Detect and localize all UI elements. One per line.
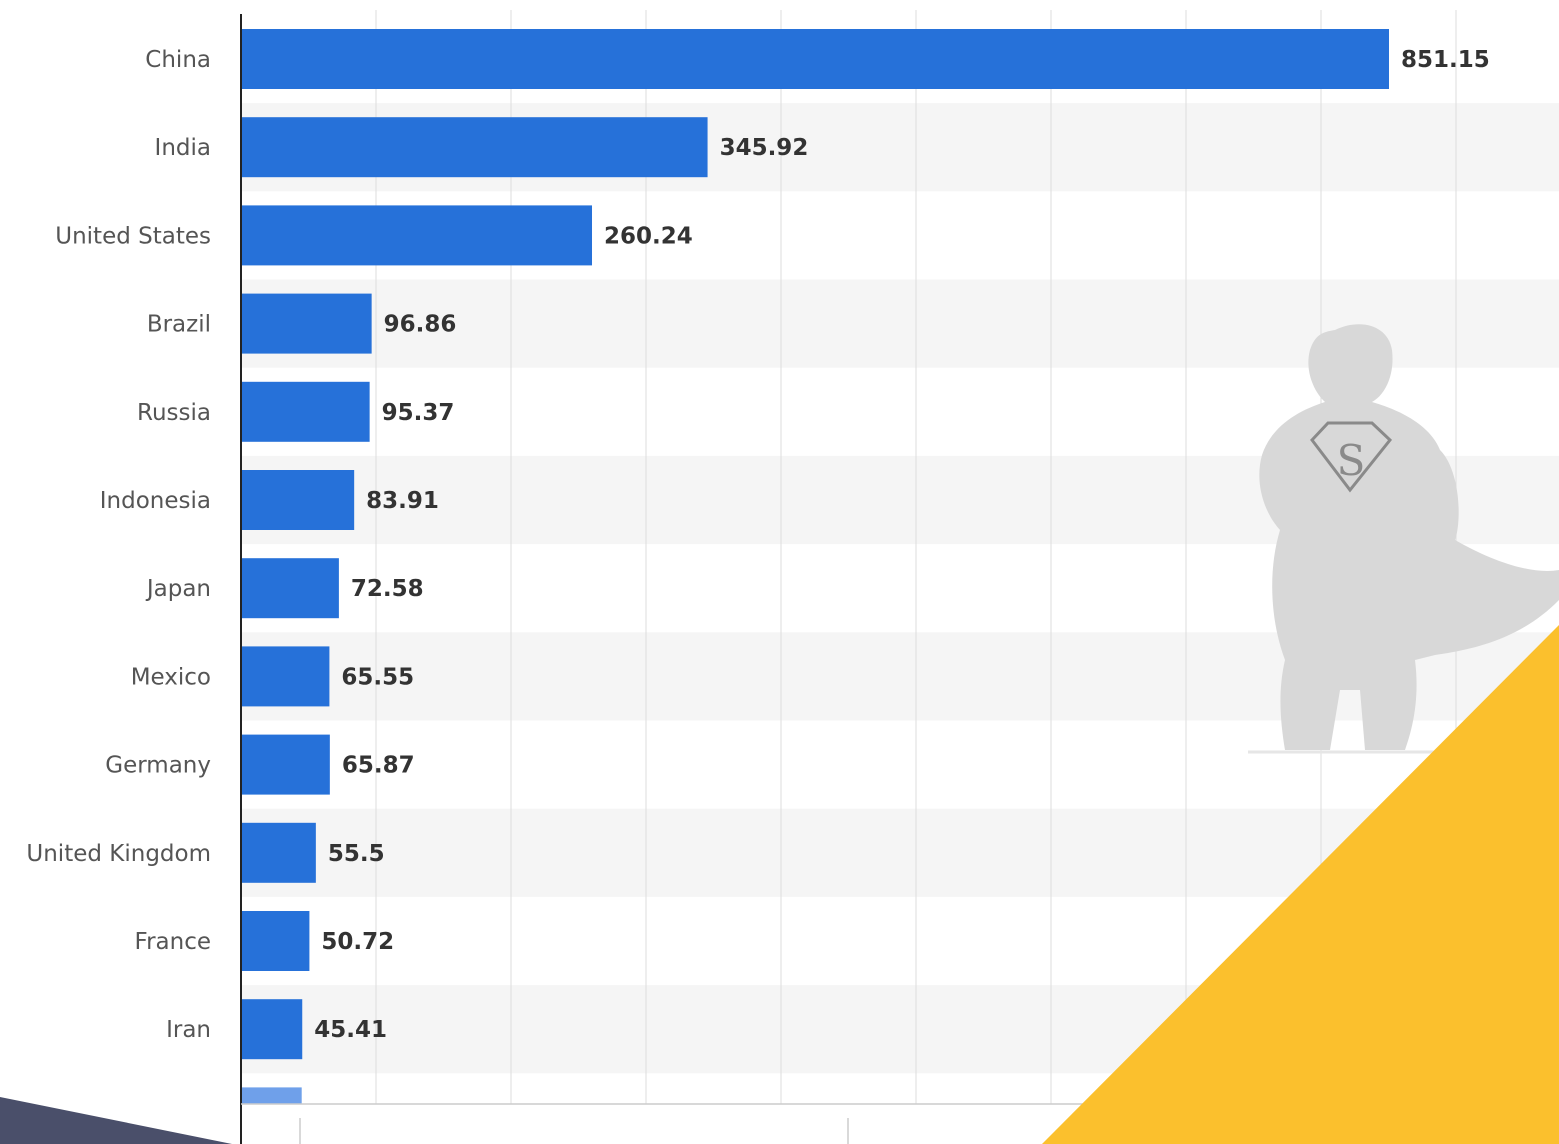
category-label: Germany bbox=[105, 753, 211, 779]
category-label: United States bbox=[55, 223, 211, 249]
superhero-emblem-letter: S bbox=[1337, 436, 1366, 485]
value-label: 345.92 bbox=[720, 135, 809, 161]
category-labels: China India United States Brazil Russia Indon… bbox=[26, 47, 211, 1043]
bar bbox=[241, 205, 593, 266]
value-label: 96.86 bbox=[384, 312, 457, 338]
bar bbox=[241, 117, 708, 178]
value-label: 45.41 bbox=[314, 1017, 387, 1043]
value-label: 50.72 bbox=[321, 929, 394, 955]
value-label: 851.15 bbox=[1401, 47, 1490, 73]
category-label: United Kingdom bbox=[26, 841, 211, 867]
superhero-silhouette-icon bbox=[1259, 324, 1559, 750]
bar bbox=[241, 29, 1389, 89]
category-label: Iran bbox=[166, 1017, 211, 1043]
category-label: Indonesia bbox=[100, 488, 211, 514]
category-label: China bbox=[145, 47, 211, 73]
superhero-watermark-icon: S bbox=[1248, 324, 1559, 754]
bar bbox=[241, 470, 355, 530]
bar bbox=[241, 999, 303, 1060]
bar bbox=[241, 646, 330, 707]
value-label: 72.58 bbox=[351, 576, 424, 602]
category-label: India bbox=[155, 135, 211, 161]
value-label: 95.37 bbox=[382, 400, 455, 426]
bar bbox=[241, 558, 339, 619]
superhero-emblem-icon bbox=[1310, 421, 1393, 493]
category-label: France bbox=[135, 929, 211, 955]
category-label: Mexico bbox=[131, 664, 211, 690]
slate-corner-triangle bbox=[0, 1097, 232, 1144]
bar bbox=[241, 381, 370, 442]
bars bbox=[241, 29, 1389, 1104]
value-label: 65.55 bbox=[341, 664, 414, 690]
category-label: Brazil bbox=[147, 312, 211, 338]
bar bbox=[241, 734, 330, 795]
value-label: 65.87 bbox=[342, 753, 415, 779]
value-labels: 851.15 345.92 260.24 96.86 95.37 83.91 72.58 65… bbox=[314, 47, 1490, 1043]
yellow-corner-triangle bbox=[1042, 625, 1559, 1144]
bar-partial bbox=[241, 1087, 302, 1104]
category-label: Japan bbox=[145, 576, 211, 602]
category-label: Russia bbox=[137, 400, 211, 426]
corner-decorations bbox=[0, 625, 1559, 1144]
bar bbox=[241, 822, 316, 883]
value-label: 55.5 bbox=[328, 841, 385, 867]
value-label: 260.24 bbox=[604, 223, 693, 249]
bar bbox=[241, 911, 310, 971]
value-label: 83.91 bbox=[366, 488, 439, 514]
bar bbox=[241, 293, 372, 354]
